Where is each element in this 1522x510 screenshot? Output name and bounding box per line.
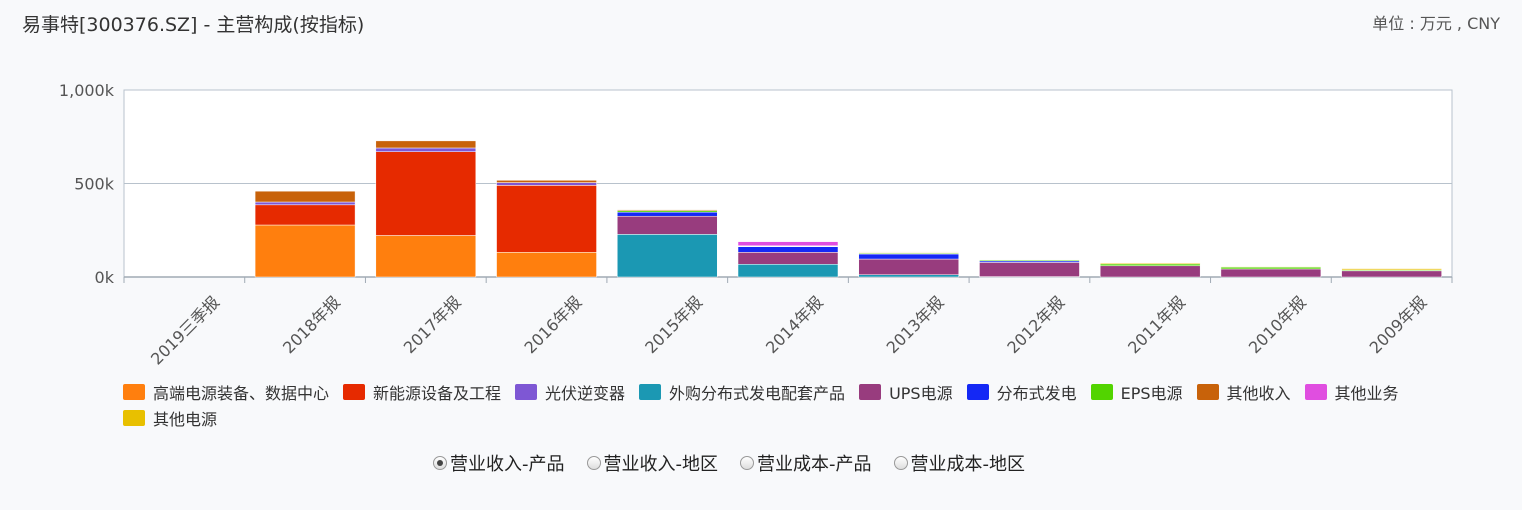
y-tick-label: 1,000k	[59, 81, 115, 100]
x-tick-label: 2012年报	[1003, 292, 1068, 357]
bar-segment	[617, 215, 718, 235]
bar-segment	[496, 252, 597, 278]
radio-label: 营业收入-产品	[450, 454, 565, 475]
legend-swatch	[859, 384, 882, 400]
legend-label: 新能源设备及工程	[373, 384, 502, 403]
legend-item[interactable]: 分布式发电	[966, 381, 1077, 403]
chart-title: 易事特[300376.SZ] - 主营构成(按指标)	[22, 14, 365, 36]
legend-swatch	[1090, 384, 1113, 400]
radio-option[interactable]: 营业成本-地区	[893, 450, 1026, 476]
x-tick-label: 2019三季报	[147, 292, 223, 368]
radio-button[interactable]	[433, 456, 447, 470]
x-tick-label: 2014年报	[762, 292, 827, 357]
legend-label: 光伏逆变器	[545, 384, 626, 403]
bar-segment	[737, 241, 839, 247]
legend-swatch	[966, 384, 989, 400]
bar-segment	[496, 182, 597, 186]
x-tick-label: 2018年报	[279, 292, 344, 357]
legend-swatch	[123, 384, 145, 400]
x-tick-label: 2016年报	[521, 292, 586, 357]
bar-segment	[254, 204, 356, 226]
bar-segment	[617, 209, 718, 211]
y-tick-label: 500k	[74, 175, 115, 194]
x-tick-label: 2011年报	[1124, 292, 1189, 357]
x-tick-label: 2013年报	[883, 292, 948, 357]
bar-segment	[737, 252, 839, 265]
x-tick-label: 2017年报	[400, 292, 465, 357]
bar-segment	[375, 151, 477, 236]
bar-segment	[254, 190, 356, 203]
bar-segment	[617, 234, 718, 278]
unit-label: 单位 : 万元 , CNY	[1372, 14, 1500, 33]
bar-segment	[254, 201, 356, 206]
x-tick-label: 2009年报	[1366, 292, 1431, 357]
legend-swatch	[123, 410, 145, 426]
legend-swatch	[343, 384, 366, 400]
bar-segment	[737, 246, 839, 253]
bar-segment	[1341, 270, 1442, 278]
radio-button[interactable]	[586, 456, 601, 470]
bar-segment	[617, 211, 718, 217]
legend-item[interactable]: 其他收入	[1196, 381, 1291, 403]
x-tick-label: 2010年报	[1245, 292, 1310, 357]
bar-segment	[1220, 266, 1322, 268]
bar-segment	[858, 258, 959, 276]
bar-segment	[1099, 262, 1201, 265]
legend-label: 分布式发电	[996, 384, 1077, 403]
bar-segment	[496, 185, 597, 253]
legend-swatch	[639, 384, 662, 400]
legend-swatch	[1196, 384, 1219, 400]
bar-segment	[375, 140, 477, 149]
bar-segment	[1099, 265, 1201, 278]
bar-segment	[375, 235, 477, 278]
legend-item[interactable]: EPS电源	[1090, 381, 1183, 403]
bar-segment	[858, 251, 959, 253]
bar-segment	[496, 180, 597, 183]
legend-label: 其他电源	[153, 410, 218, 429]
radio-button[interactable]	[740, 456, 754, 470]
radio-label: 营业收入-地区	[603, 454, 719, 475]
legend-item[interactable]: UPS电源	[859, 381, 953, 403]
bar-segment	[979, 262, 1080, 277]
legend-label: UPS电源	[889, 384, 953, 403]
radio-option[interactable]: 营业成本-产品	[740, 450, 872, 476]
bar-segment	[254, 224, 356, 278]
legend-item[interactable]: 光伏逆变器	[515, 381, 625, 403]
bar-segment	[979, 259, 1080, 262]
stacked-bar-chart: 0k 500k 1,000k 2019三季报 2018年报 2017年报 2016年报 201…	[59, 81, 1453, 369]
bar-segment	[737, 264, 839, 278]
radio-option[interactable]: 营业收入-地区	[586, 450, 719, 476]
legend-item[interactable]: 外购分布式发电配套产品	[639, 381, 845, 403]
radio-label: 营业成本-产品	[757, 454, 872, 475]
bar-segment	[1341, 268, 1442, 271]
legend-item[interactable]: 高端电源装备、数据中心	[123, 381, 329, 403]
radio-button[interactable]	[893, 456, 908, 470]
metric-radio-group: 营业收入-产品 营业收入-地区 营业成本-产品 营业成本-地区	[433, 450, 1047, 476]
legend-label: 外购分布式发电配套产品	[669, 384, 846, 403]
bar-segment	[858, 274, 959, 278]
legend-label: EPS电源	[1120, 384, 1183, 403]
bar-segment	[1099, 263, 1201, 267]
bar-segment	[1220, 266, 1322, 270]
chart-legend: 高端电源装备、数据中心 新能源设备及工程 光伏逆变器 外购分布式发电配套产品 UPS电源…	[123, 381, 1443, 429]
legend-item[interactable]: 其他电源	[123, 407, 217, 429]
legend-item[interactable]: 新能源设备及工程	[343, 381, 501, 403]
legend-label: 其他业务	[1334, 384, 1399, 403]
bar-segment	[375, 147, 477, 152]
legend-label: 高端电源装备、数据中心	[153, 384, 330, 403]
bar-segment	[858, 253, 959, 260]
y-tick-label: 0k	[95, 268, 115, 287]
legend-swatch	[1304, 384, 1327, 400]
radio-label: 营业成本-地区	[910, 454, 1026, 475]
radio-option[interactable]: 营业收入-产品	[433, 450, 565, 476]
x-tick-label: 2015年报	[641, 292, 706, 357]
legend-item[interactable]: 其他业务	[1304, 381, 1399, 403]
legend-label: 其他收入	[1226, 384, 1291, 403]
bar-segment	[1220, 268, 1322, 278]
legend-swatch	[515, 384, 538, 400]
